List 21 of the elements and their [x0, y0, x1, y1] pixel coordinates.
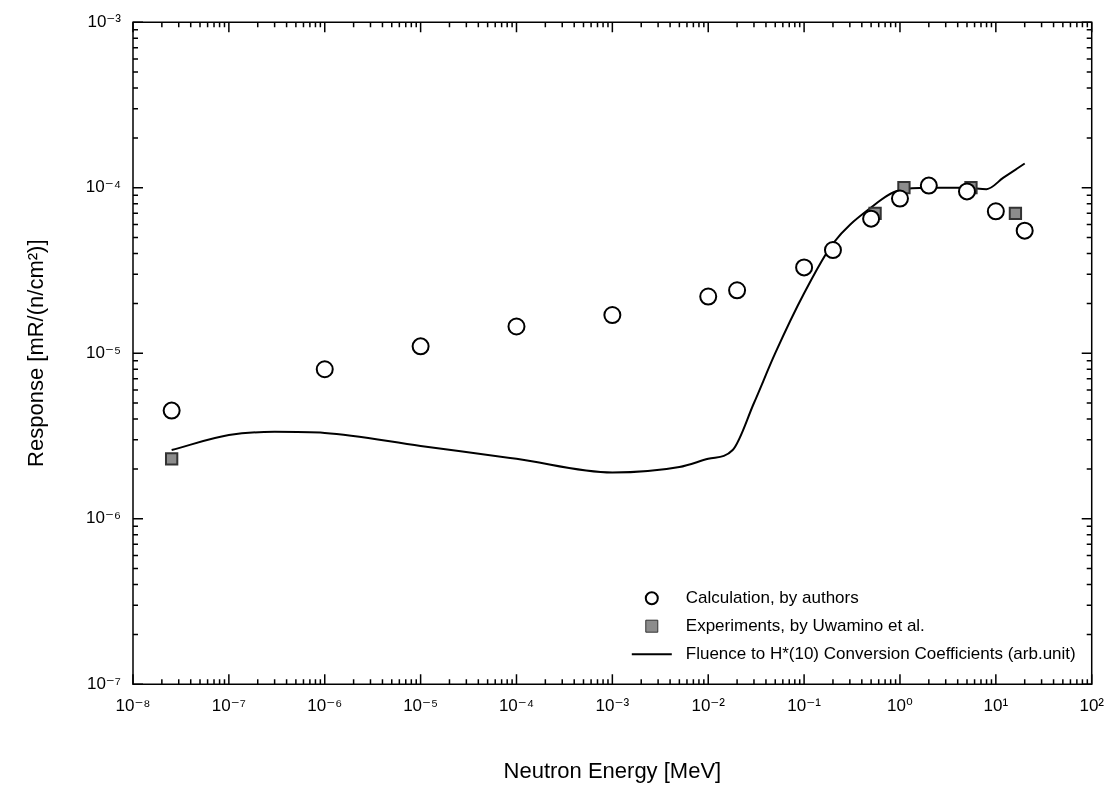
x-tick-label: 10⁻⁶: [307, 696, 343, 716]
x-tick-label: 10⁻²: [691, 696, 726, 716]
legend-label: Experiments, by Uwamino et al.: [685, 615, 925, 635]
x-tick-label: 10²: [1079, 696, 1105, 716]
y-tick-label: 10⁻³: [87, 11, 122, 31]
y-tick-label: 10⁻⁶: [86, 508, 121, 528]
x-tick-label: 10⁻⁸: [115, 696, 151, 716]
y-tick-label: 10⁻⁵: [86, 342, 121, 362]
x-tick-label: 10⁰: [887, 696, 914, 716]
x-tick-label: 10¹: [983, 696, 1009, 716]
x-tick-label: 10⁻⁷: [211, 696, 246, 716]
legend-label: Fluence to H*(10) Conversion Coefficients (arb.unit): [685, 643, 1076, 663]
x-axis-title: Neutron Energy [MeV]: [503, 757, 722, 783]
y-tick-label: 10⁻⁷: [86, 673, 121, 693]
x-tick-label: 10⁻⁵: [403, 696, 439, 716]
y-axis-title: Response [mR/(n/cm²)]: [23, 239, 49, 467]
x-tick-label: 10⁻³: [595, 696, 630, 716]
x-tick-label: 10⁻¹: [787, 696, 822, 716]
y-tick-label: 10⁻⁴: [85, 177, 121, 197]
x-tick-label: 10⁻⁴: [498, 696, 535, 716]
legend-label: Calculation, by authors: [685, 587, 859, 607]
